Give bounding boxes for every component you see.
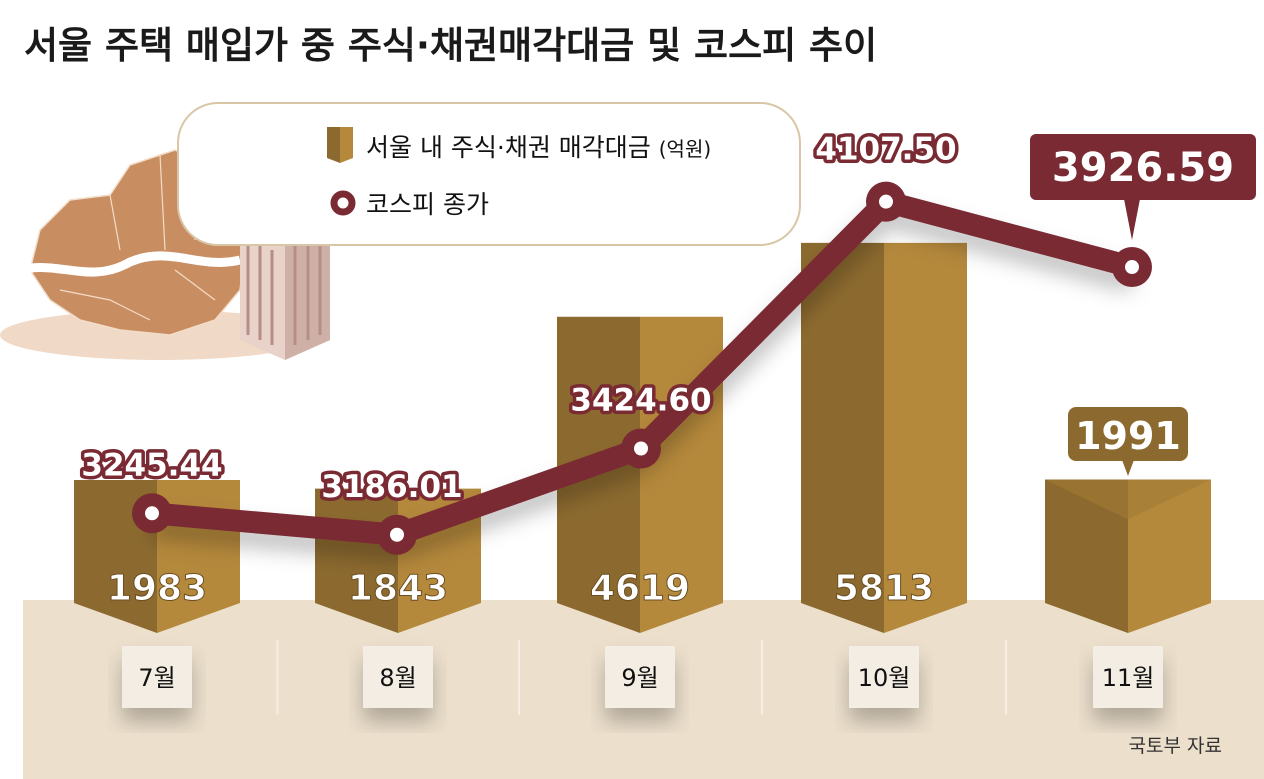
bar-left-face <box>1045 479 1128 633</box>
kospi-point-center <box>879 194 893 209</box>
callout-box <box>1030 134 1256 200</box>
bar-value-label: 4619 <box>590 568 690 609</box>
bar-value-label: 1983 <box>107 568 207 609</box>
kospi-value-label: 3186.01 <box>321 469 462 505</box>
kospi-point-center <box>1125 260 1139 275</box>
source-note: 국토부 자료 <box>1129 735 1222 757</box>
bar-value-label: 1991 <box>1075 414 1181 458</box>
kospi-value-label: 3245.44 <box>81 447 222 483</box>
bar-value-callout: 1991 <box>1068 407 1188 476</box>
category-box <box>363 646 433 708</box>
category-label: 8월 <box>379 664 416 692</box>
bar-left-face <box>801 242 884 633</box>
bar-4 <box>1045 479 1211 633</box>
bar-right-face <box>884 242 967 633</box>
category-box <box>605 646 675 708</box>
bar-top-face <box>1045 479 1211 520</box>
bar-3 <box>801 242 967 633</box>
category-label: 10월 <box>858 664 911 692</box>
gold-prism-icon <box>327 127 353 163</box>
kospi-highlight-callout: 3926.59 <box>1030 134 1256 240</box>
legend-bar-label: 서울 내 주식·채권 매각대금 (억원) <box>366 133 711 162</box>
ring-marker-icon <box>330 190 356 216</box>
category-box <box>1093 646 1163 708</box>
callout-pointer <box>1122 460 1134 476</box>
kospi-value-label: 4107.50 <box>815 132 956 168</box>
category-label: 7월 <box>138 664 175 692</box>
legend-line-label: 코스피 종가 <box>366 190 489 219</box>
bar-value-label: 5813 <box>834 568 934 609</box>
category-label: 11월 <box>1102 664 1155 692</box>
category-box <box>122 646 192 708</box>
kospi-point-center <box>634 441 648 456</box>
callout-box <box>1068 407 1188 461</box>
bar-right-face <box>1128 479 1211 633</box>
callout-pointer <box>1124 199 1140 240</box>
category-label: 9월 <box>621 664 658 692</box>
kospi-value-label: 3424.60 <box>570 383 711 419</box>
chart-title: 서울 주택 매입가 중 주식·채권매각대금 및 코스피 추이 <box>24 24 877 67</box>
kospi-point-center <box>390 527 404 542</box>
bar-value-label: 1843 <box>348 568 448 609</box>
legend: 서울 내 주식·채권 매각대금 (억원) 코스피 종가 <box>177 102 801 246</box>
kospi-point-center <box>145 506 159 521</box>
category-box <box>849 646 919 708</box>
kospi-value-label: 3926.59 <box>1052 145 1234 191</box>
